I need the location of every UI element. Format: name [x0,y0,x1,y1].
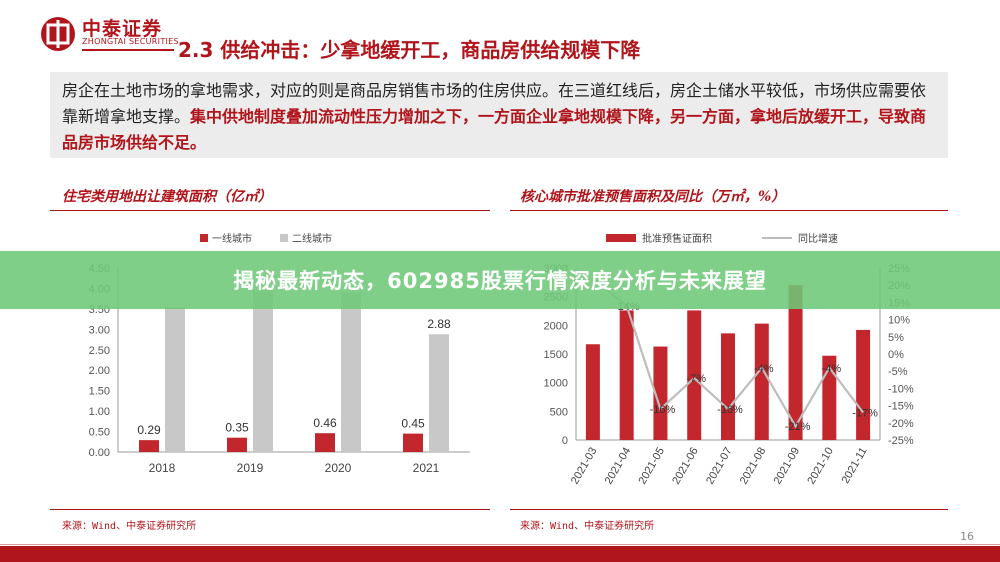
left-chart-title: 住宅类用地出让建筑面积（亿㎡） [62,189,272,205]
right-chart-source: 来源：Wind、中泰证券研究所 [520,521,655,532]
y-left-tick-label: 500 [550,406,568,418]
bar-data-label: 0.35 [225,421,249,435]
bar [822,355,837,440]
x-tick-label: 2021 [413,461,440,475]
bar [585,344,600,440]
x-tick-label: 2019 [237,461,264,475]
banner-text: 揭秘最新动态，602985股票行情深度分析与未来展望 [233,269,767,293]
slide-header: 中泰证券 ZHONGTAI SECURITIES 2.3 供给冲击：少拿地缓开工… [0,0,1000,70]
x-tick-label: 2021-10 [805,446,836,487]
left-chart-source: 来源：Wind、中泰证券研究所 [62,521,197,532]
legend-swatch [606,234,636,242]
overlay-banner: 揭秘最新动态，602985股票行情深度分析与未来展望 [0,251,1000,309]
legend-label: 同比增速 [798,232,838,245]
bar [139,440,159,452]
line-data-label: -4% [822,363,842,375]
x-tick-label: 2018 [149,461,176,475]
bar [227,437,247,452]
y-tick-label: 1.50 [89,386,110,398]
bar [429,334,449,452]
y-tick-label: 0.50 [89,427,110,439]
legend-label: 二线城市 [292,232,332,245]
x-tick-label: 2021-09 [772,446,803,487]
x-tick-label: 2021-06 [670,446,701,487]
y-right-tick-label: 0% [888,349,904,361]
y-right-tick-label: -5% [888,366,908,378]
footer-line [0,544,1000,545]
logo-chinese-name: 中泰证券 [82,18,163,40]
legend-swatch [200,234,208,242]
y-right-tick-label: -10% [888,383,914,395]
line-data-label: -21% [785,421,811,433]
line-data-label: -16% [717,404,743,416]
y-right-tick-label: -25% [888,435,914,447]
y-tick-label: 3.00 [89,324,110,336]
y-left-tick-label: 2000 [544,320,568,332]
x-tick-label: 2020 [325,461,352,475]
y-tick-label: 1.00 [89,406,110,418]
bar [721,333,735,440]
y-tick-label: 2.00 [89,365,110,377]
y-right-tick-label: -15% [888,401,914,413]
bar [619,310,634,440]
right-panel-bottom-divider [510,509,948,510]
left-panel-divider [50,210,490,211]
bar-data-label: 2.88 [427,317,451,331]
y-left-tick-label: 1500 [544,349,568,361]
y-left-tick-label: 0 [562,435,568,447]
left-panel-bottom-divider [50,509,490,510]
bar [253,290,273,452]
land-area-bar-chart: 一线城市 二线城市0.000.501.001.502.002.503.003.50… [89,232,470,475]
line-data-label: -7% [686,373,706,385]
x-tick-label: 2021-11 [840,446,870,486]
intro-highlight-text: 集中供地制度叠加流动性压力增加之下，一方面企业拿地规模下降，另一方面，拿地后放缓… [62,107,927,152]
line-data-label: -4% [754,363,774,375]
right-panel-divider [510,210,948,211]
y-right-tick-label: -20% [888,418,914,430]
bar [856,329,871,440]
legend-label: 一线城市 [212,232,252,245]
legend-swatch [280,234,288,242]
x-tick-label: 2021-04 [603,446,634,487]
bar [315,433,335,452]
bar [653,346,668,440]
yoy-line [592,277,864,429]
page-number: 16 [960,530,974,543]
logo-underline [82,49,174,51]
slide-title: 2.3 供给冲击：少拿地缓开工，商品房供给规模下降 [178,38,641,62]
bar-data-label: 0.45 [401,417,425,431]
y-left-tick-label: 1000 [544,378,568,390]
line-data-label: -17% [852,407,878,419]
right-chart-title: 核心城市批准预售面积及同比（万㎡，%） [520,189,786,205]
bar-data-label: 0.46 [313,416,337,430]
intro-text-box: 房企在土地市场的拿地需求，对应的则是商品房销售市场的住房供应。在三道红线后，房企… [50,72,948,158]
bar-data-label: 0.29 [137,423,161,437]
bar [403,433,423,452]
logo-english-name: ZHONGTAI SECURITIES [82,37,179,46]
x-tick-label: 2021-03 [569,446,600,487]
y-right-tick-label: 5% [888,332,904,344]
legend-label: 批准预售证面积 [642,232,712,245]
y-tick-label: 0.00 [89,447,110,459]
line-data-label: -16% [650,404,676,416]
y-tick-label: 2.50 [89,345,110,357]
footer-strip [0,546,1000,562]
bar [341,292,361,452]
x-tick-label: 2021-05 [636,446,667,487]
x-tick-label: 2021-07 [704,446,735,487]
intro-normal-text: 房企在土地市场的拿地需求，对应的则是商品房销售市场的住房供应。在三道红线后，房企… [62,81,927,126]
bar [165,306,185,452]
logo-icon [41,17,75,51]
bar [754,323,769,440]
bar [687,310,702,440]
x-tick-label: 2021-08 [738,446,769,487]
bar [788,285,803,440]
y-right-tick-label: 10% [888,315,910,327]
